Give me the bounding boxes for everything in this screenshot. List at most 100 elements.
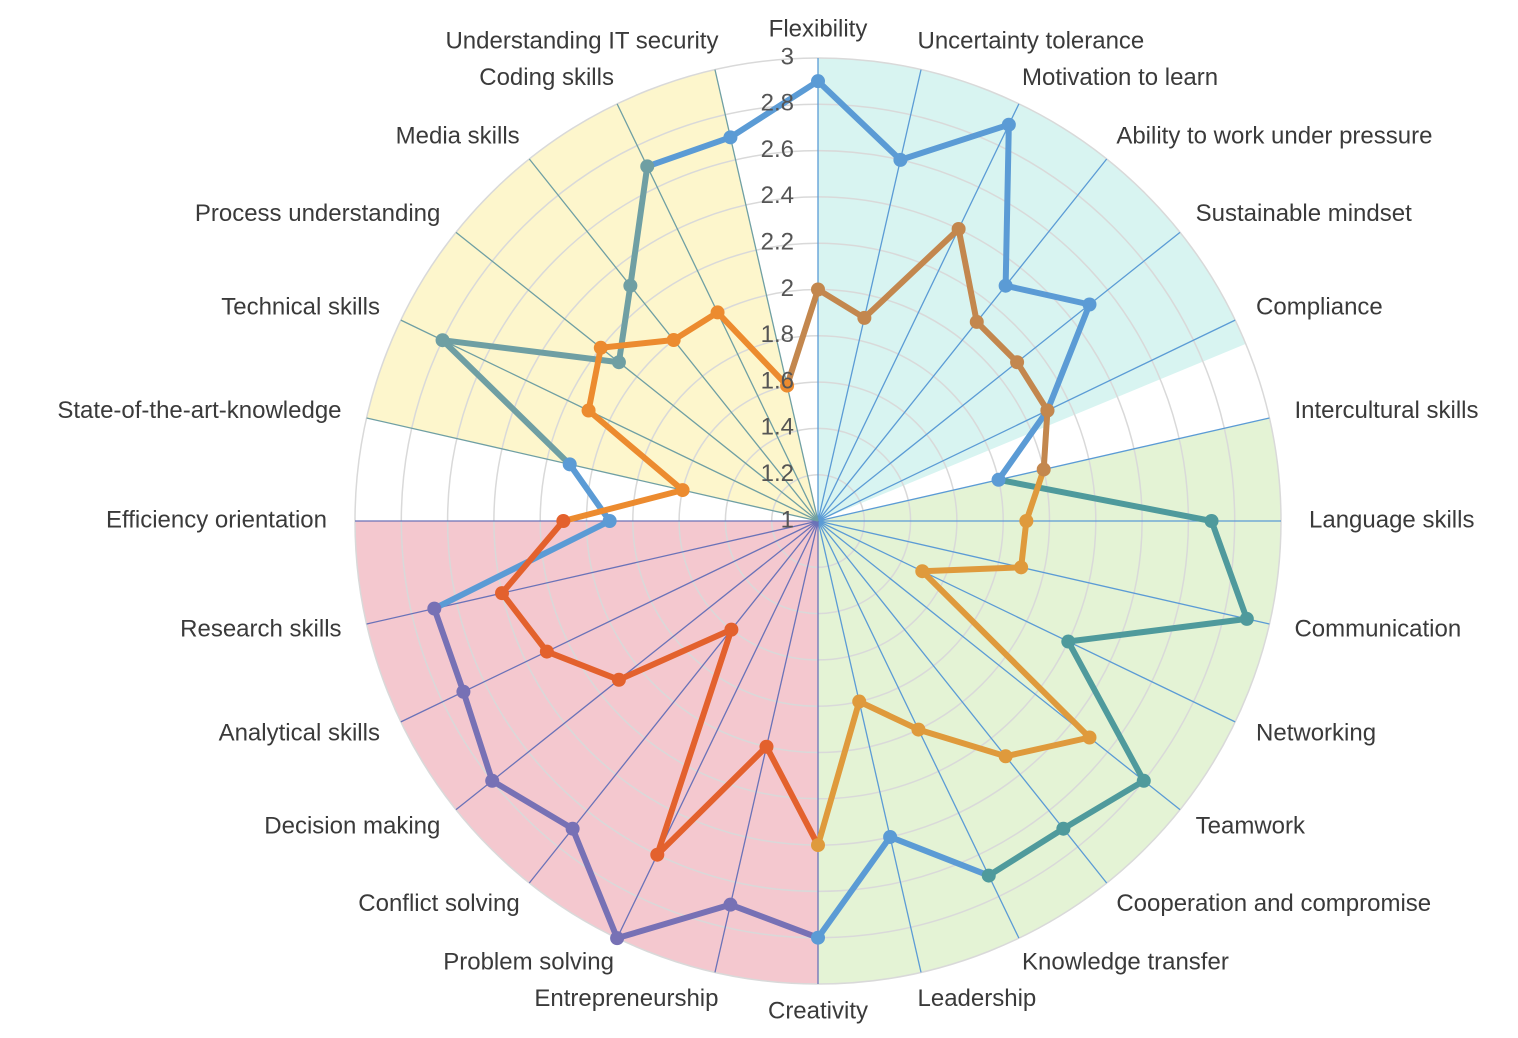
category-label: Conflict solving [358,890,519,917]
line-segment [615,626,735,683]
marker [435,333,450,348]
marker [893,152,908,167]
line-segment [1040,407,1051,473]
line-segment [887,833,992,879]
category-label: Sustainable mindset [1196,200,1412,227]
series [427,74,1254,946]
marker [969,314,984,329]
r-tick-label: 2.2 [761,229,794,256]
marker [723,130,738,145]
line-segment [995,407,1051,483]
spoke [817,520,922,973]
line-segment [569,825,621,942]
line-segment [861,225,962,321]
marker [495,586,510,601]
category-label: Research skills [180,616,341,643]
line-segment [815,833,894,941]
r-tick-label: 1.2 [761,460,794,487]
line-segment [714,309,791,389]
line-segment [670,309,721,344]
marker [852,694,867,709]
line-segment [727,78,821,141]
marker [811,838,825,853]
marker [593,340,608,355]
marker [675,483,690,498]
line-segment [585,407,686,494]
category-label: Cooperation and compromise [1116,890,1431,917]
line-segment [489,777,576,832]
spoke [616,520,819,939]
line-segment [919,568,1093,741]
line-segment [614,901,734,942]
category-label: Compliance [1256,293,1383,320]
line-segment [1023,466,1047,524]
category-label: Communication [1294,616,1461,643]
marker [811,930,825,945]
line-segment [815,286,868,321]
category-label: Uncertainty tolerance [918,28,1145,55]
marker [883,829,898,844]
sector [366,69,818,522]
category-label: Decision making [264,812,440,839]
line-segment [615,282,634,366]
category-label: Efficiency orientation [106,506,327,533]
marker [623,278,638,293]
line-segment [1002,734,1093,760]
marker [611,672,626,687]
line-segment [627,163,651,289]
line-segment [727,901,821,941]
category-label: Networking [1256,719,1376,746]
marker [640,159,655,174]
marker [611,355,626,370]
category-label: Problem solving [443,949,614,976]
category-label: Language skills [1309,506,1474,533]
marker [857,310,872,325]
spoke [817,319,1236,522]
marker [556,514,571,528]
spoke [817,520,1108,884]
marker [759,739,774,754]
line-segment [1014,359,1051,414]
sector [355,521,818,984]
marker [811,282,825,297]
r-tick-label: 2 [781,275,794,302]
line-segment [644,134,734,170]
marker [539,644,554,659]
line-segment [1060,777,1147,832]
category-label: Technical skills [221,293,380,320]
line-segment [543,648,622,683]
r-tick-label: 2.6 [761,136,794,163]
category-label: Coding skills [479,64,614,91]
marker [911,722,926,737]
spoke [817,520,1236,723]
spoke [817,520,1270,625]
category-label: Knowledge transfer [1022,949,1229,976]
marker [998,749,1013,764]
r-tick-label: 3 [781,43,794,70]
marker [915,564,930,579]
line-segment [597,337,677,351]
line-segment [1018,518,1030,571]
marker [724,622,739,637]
line-segment [784,286,821,389]
marker [951,221,966,236]
category-label: Understanding IT security [445,28,718,55]
line-segment [815,78,904,163]
spoke [817,231,1181,522]
line-segment [585,344,604,414]
spoke [455,231,819,522]
line-segment [1002,282,1093,308]
line-segment [763,743,821,849]
line-segment [431,605,467,695]
r-tick-label: 2.4 [761,182,794,209]
marker [602,514,617,528]
line-segment [955,225,980,325]
marker [610,931,625,946]
line-segment [560,487,686,524]
r-tick-label: 1.6 [761,367,794,394]
line-segment [1044,301,1093,414]
marker [1056,821,1071,836]
line-segment [995,476,1215,524]
line-segment [973,318,1021,366]
